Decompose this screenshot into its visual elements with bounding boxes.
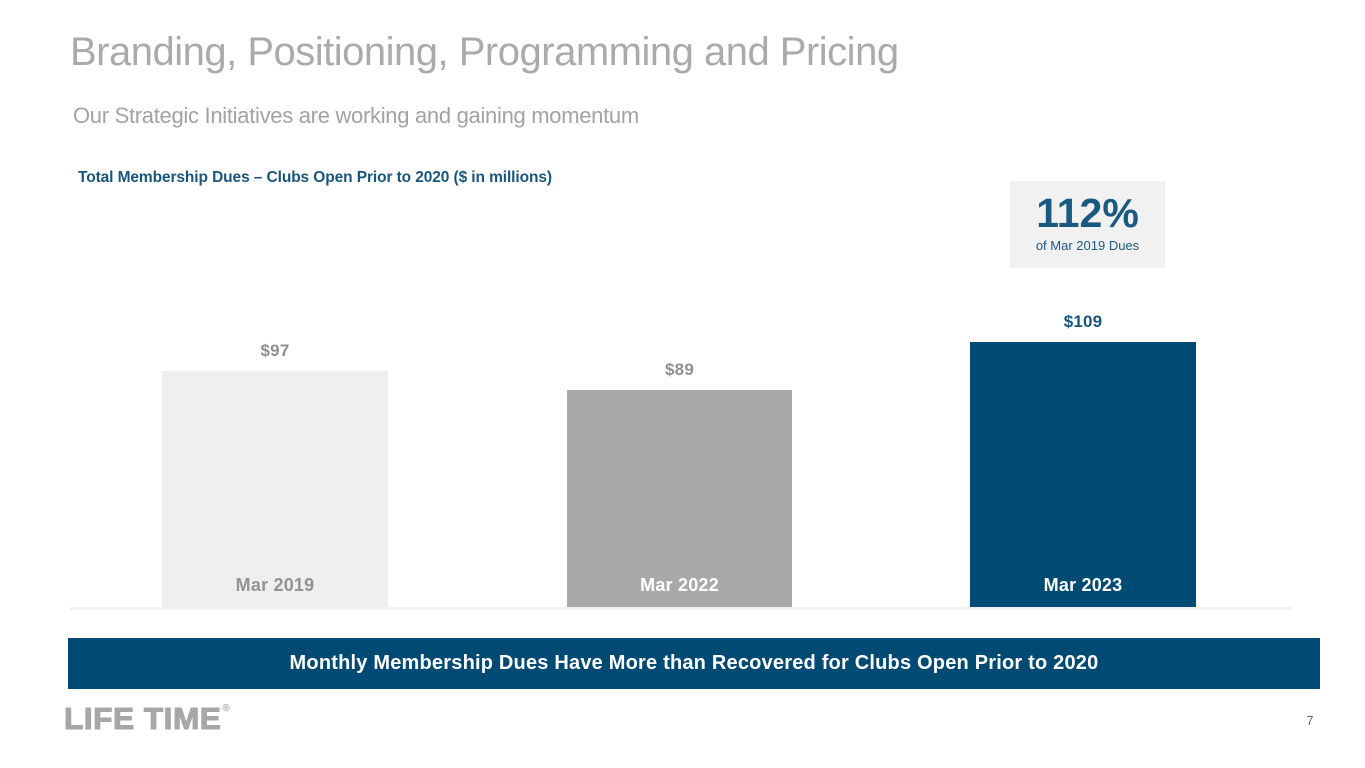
- chart-baseline: [70, 607, 1292, 610]
- callout-caption: of Mar 2019 Dues: [1035, 238, 1140, 253]
- lifetime-logo: LIFE TIME®: [63, 700, 230, 737]
- bar-value-label: $89: [665, 360, 694, 379]
- callout-value: 112%: [1036, 190, 1139, 236]
- bar-group-mar-2022: $89 Mar 2022: [567, 360, 792, 607]
- takeaway-banner: Monthly Membership Dues Have More than R…: [68, 638, 1320, 689]
- registered-trademark-icon: ®: [222, 703, 230, 714]
- lifetime-logo-text: LIFE TIME: [63, 700, 222, 736]
- takeaway-banner-text: Monthly Membership Dues Have More than R…: [289, 652, 1099, 674]
- bar-value-label: $97: [260, 341, 290, 360]
- callout-box: 112% of Mar 2019 Dues: [1010, 181, 1165, 268]
- slide-title: Branding, Positioning, Programming and P…: [70, 30, 899, 74]
- bar-value-label: $109: [1063, 312, 1103, 331]
- page-number: 7: [1306, 714, 1314, 728]
- bar-mar-2023: Mar 2023: [970, 342, 1196, 607]
- bar-mar-2022: Mar 2022: [567, 390, 792, 607]
- bar-mar-2019: Mar 2019: [162, 371, 388, 607]
- bar-group-mar-2023: $109 Mar 2023: [970, 312, 1196, 607]
- slide-subtitle: Our Strategic Initiatives are working an…: [73, 103, 639, 128]
- bar-category-label: Mar 2023: [1043, 575, 1123, 595]
- bar-group-mar-2019: $97 Mar 2019: [162, 341, 388, 607]
- chart-title: Total Membership Dues – Clubs Open Prior…: [78, 169, 552, 186]
- bar-category-label: Mar 2019: [235, 575, 315, 595]
- bar-category-label: Mar 2022: [640, 575, 719, 595]
